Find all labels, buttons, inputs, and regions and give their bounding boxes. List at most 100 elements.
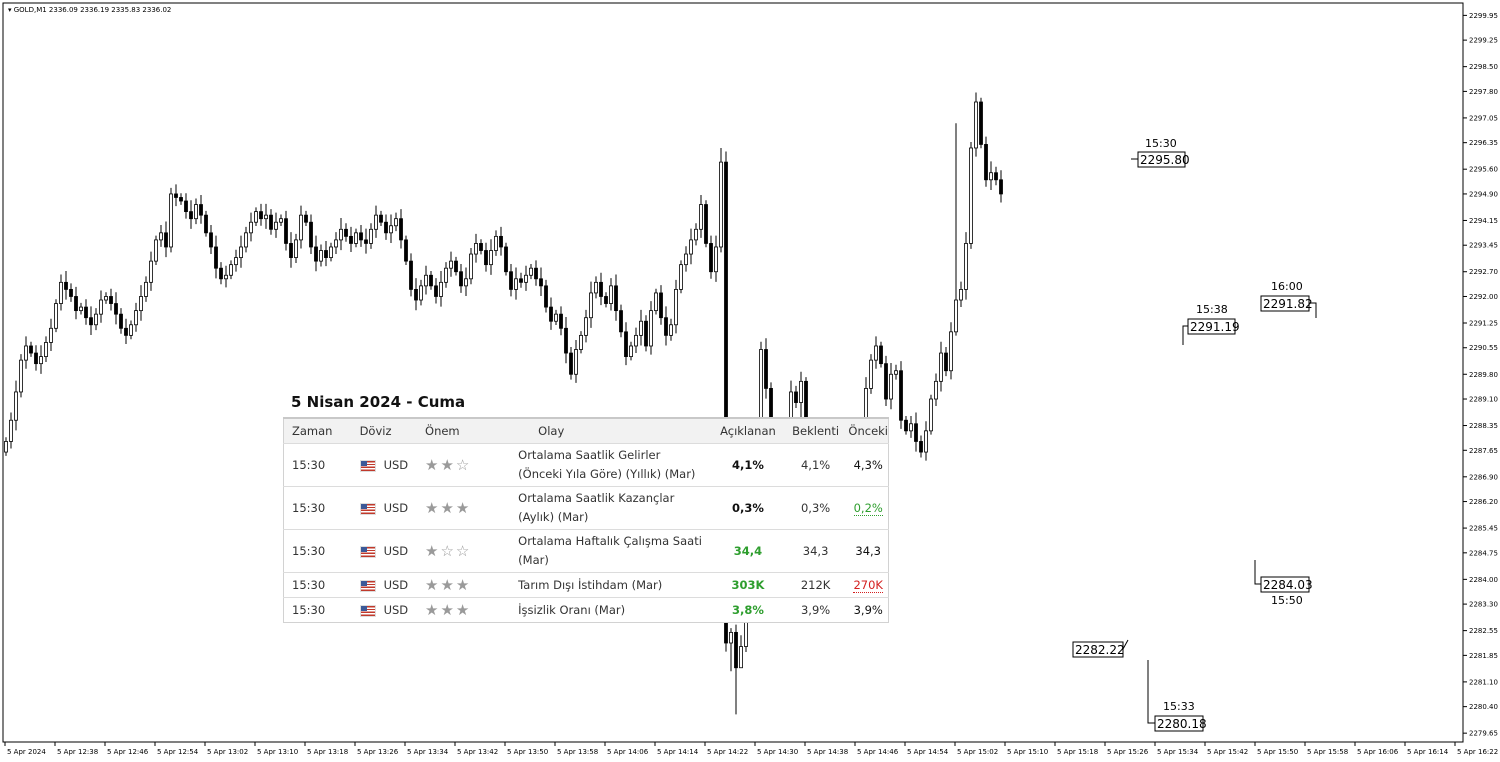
actual-value: 303K (713, 572, 783, 598)
candle-body (419, 285, 423, 301)
x-tick-label: 5 Apr 13:02 (207, 748, 248, 756)
y-tick-label: 2280.40 (1469, 703, 1498, 711)
calendar-row[interactable]: 15:30 USD ★★★ İşsizlik Oranı (Mar) 3,8% … (283, 597, 889, 623)
x-tick-label: 5 Apr 14:06 (607, 748, 649, 756)
candle-body (79, 306, 83, 312)
y-tick-label: 2292.00 (1469, 293, 1498, 301)
candle-body (159, 232, 163, 241)
price-callout-label: 2291.19 (1190, 320, 1240, 334)
economic-calendar: 5 Nisan 2024 - Cuma Zaman Döviz Önem Ola… (283, 391, 889, 623)
candle-body (179, 197, 183, 202)
candle-body (104, 296, 108, 301)
candle-body (554, 313, 558, 322)
event-name[interactable]: Ortalama Saatlik Kazançlar (Aylık) (Mar) (510, 486, 714, 530)
callout-connector (1122, 639, 1129, 650)
candle-body (944, 352, 948, 372)
y-tick-label: 2290.55 (1469, 344, 1498, 352)
previous-cell: 270K (848, 572, 889, 598)
candle-body (129, 324, 133, 336)
candle-body (299, 214, 303, 241)
candle-body (194, 204, 198, 220)
y-tick-label: 2298.50 (1469, 63, 1498, 71)
x-tick-label: 5 Apr 15:18 (1057, 748, 1098, 756)
candle-body (14, 391, 18, 421)
candle-body (584, 317, 588, 336)
forecast-value: 34,3 (782, 529, 849, 573)
candle-body (909, 423, 913, 432)
candle-body (879, 345, 883, 365)
candle-body (714, 246, 718, 273)
y-tick-label: 2282.55 (1469, 627, 1498, 635)
candle-body (344, 228, 348, 237)
candle-body (659, 292, 663, 319)
candle-body (169, 193, 173, 248)
candle-body (534, 267, 538, 280)
calendar-row[interactable]: 15:30 USD ★★★ Tarım Dışı İstihdam (Mar) … (283, 572, 889, 598)
candle-body (239, 246, 243, 258)
candle-body (499, 235, 503, 248)
y-tick-label: 2293.45 (1469, 242, 1498, 250)
candle-body (599, 281, 603, 297)
event-name[interactable]: Ortalama Saatlik Gelirler (Önceki Yıla Gö… (510, 443, 714, 487)
candle-body (459, 271, 463, 287)
currency-cell: USD (351, 529, 418, 573)
candle-body (174, 193, 178, 198)
x-tick-label: 5 Apr 13:58 (557, 748, 598, 756)
event-time: 15:30 (283, 529, 352, 573)
candle-body (294, 239, 298, 258)
candle-body (889, 373, 893, 400)
x-tick-label: 5 Apr 15:50 (1257, 748, 1298, 756)
candle-body (109, 296, 113, 304)
candle-body (799, 380, 803, 403)
candle-body (209, 232, 213, 248)
candle-body (869, 359, 873, 389)
calendar-row[interactable]: 15:30 USD ★★☆ Ortalama Saatlik Gelirler (… (283, 443, 889, 487)
actual-value: 3,8% (713, 597, 783, 623)
candle-body (604, 296, 608, 304)
candle-body (699, 204, 703, 230)
currency-cell: USD (351, 572, 418, 598)
candle-body (274, 221, 278, 230)
y-tick-label: 2286.20 (1469, 498, 1498, 506)
col-header-previous: Önceki (848, 417, 889, 444)
event-name[interactable]: Tarım Dışı İstihdam (Mar) (510, 572, 714, 598)
actual-value: 4,1% (713, 443, 783, 487)
candle-body (149, 260, 153, 283)
x-tick-label: 5 Apr 15:10 (1007, 748, 1048, 756)
x-tick-label: 5 Apr 14:38 (807, 748, 848, 756)
candle-body (969, 147, 973, 244)
candle-body (74, 296, 78, 312)
candle-body (874, 345, 878, 361)
col-header-currency: Döviz (351, 417, 418, 444)
y-tick-label: 2299.25 (1469, 37, 1498, 45)
currency-code: USD (383, 544, 409, 558)
candle-body (734, 631, 738, 669)
candle-body (959, 289, 963, 301)
event-name[interactable]: İşsizlik Oranı (Mar) (510, 597, 714, 623)
candle-body (334, 239, 338, 248)
candle-body (694, 228, 698, 241)
callout-time-label: 15:30 (1145, 137, 1177, 150)
candle-body (454, 260, 458, 273)
event-name[interactable]: Ortalama Haftalık Çalışma Saati (Mar) (510, 529, 714, 573)
y-tick-label: 2281.85 (1469, 652, 1498, 660)
callout-time-label: 15:38 (1196, 303, 1228, 316)
calendar-row[interactable]: 15:30 USD ★☆☆ Ortalama Haftalık Çalışma … (283, 529, 889, 573)
candle-body (579, 334, 583, 350)
candle-body (244, 232, 248, 248)
candle-body (204, 214, 208, 234)
candle-body (649, 310, 653, 347)
calendar-table: Zaman Döviz Önem Olay Açıklanan Beklenti… (283, 417, 889, 623)
price-callout-label: 2280.18 (1157, 717, 1207, 731)
y-tick-label: 2281.10 (1469, 678, 1498, 686)
candle-body (894, 370, 898, 375)
event-name-line2: (Aylık) (Mar) (518, 510, 589, 524)
calendar-row[interactable]: 15:30 USD ★★★ Ortalama Saatlik Kazançlar… (283, 486, 889, 530)
previous-cell: 3,9% (848, 597, 889, 623)
candle-body (289, 243, 293, 258)
price-callout-box (1072, 641, 1124, 658)
candle-body (64, 281, 68, 290)
candle-body (429, 274, 433, 287)
